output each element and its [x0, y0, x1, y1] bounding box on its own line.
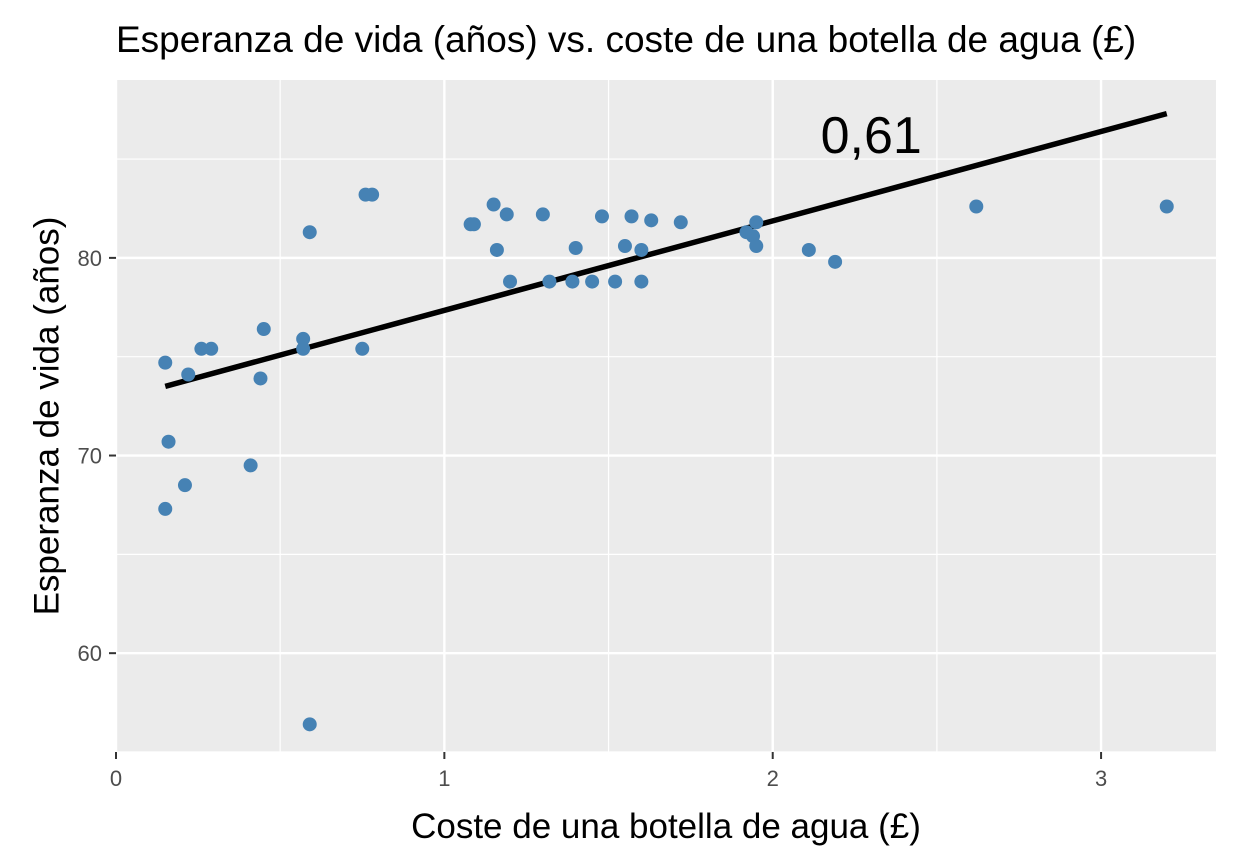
x-tick-label: 1: [438, 766, 450, 791]
data-point: [302, 717, 317, 732]
data-point: [158, 355, 173, 370]
data-point: [466, 217, 481, 232]
data-point: [644, 213, 659, 228]
data-point: [542, 274, 557, 289]
data-point: [568, 241, 583, 255]
y-axis-ticks: 60 70 80: [78, 246, 116, 666]
correlation-annotation: 0,61: [821, 107, 922, 165]
data-point: [749, 215, 764, 230]
data-point: [194, 341, 209, 356]
x-tick-label: 3: [1095, 766, 1107, 791]
data-point: [969, 199, 984, 214]
data-point: [503, 274, 518, 289]
data-point: [594, 209, 609, 224]
data-point: [489, 242, 504, 257]
data-point: [486, 197, 501, 212]
data-point: [296, 341, 311, 356]
chart-title: Esperanza de vida (años) vs. coste de un…: [116, 19, 1136, 60]
data-point: [243, 458, 258, 473]
trend-line: [164, 110, 1168, 390]
data-points: [158, 187, 1174, 732]
data-point: [634, 242, 649, 257]
data-point: [158, 501, 173, 516]
data-point: [617, 239, 632, 254]
data-point: [355, 341, 370, 356]
data-point: [499, 207, 514, 222]
grid-major: [114, 80, 1216, 752]
x-tick-label: 0: [110, 766, 122, 791]
data-point: [302, 225, 317, 240]
x-axis-label: Coste de una botella de agua (£): [411, 807, 921, 846]
data-point: [828, 254, 843, 269]
y-tick-label: 80: [78, 246, 102, 271]
data-point: [296, 331, 311, 346]
data-point: [204, 341, 219, 356]
data-point: [585, 274, 600, 289]
data-point: [181, 367, 196, 382]
data-point: [634, 274, 649, 289]
data-point: [253, 371, 268, 386]
plot-panel: [116, 80, 1216, 752]
data-point: [565, 274, 580, 289]
data-point: [1159, 199, 1174, 214]
y-tick-label: 60: [78, 641, 102, 666]
data-point: [256, 322, 271, 337]
data-point: [749, 239, 764, 254]
data-point: [801, 242, 816, 257]
data-point: [624, 209, 639, 224]
data-point: [608, 274, 623, 289]
data-point: [161, 434, 176, 449]
x-axis-ticks: 0 1 2 3: [110, 752, 1107, 791]
x-tick-label: 2: [767, 766, 779, 791]
data-point: [673, 215, 688, 230]
data-point: [177, 478, 192, 493]
data-point: [365, 187, 380, 202]
y-axis-label: Esperanza de vida (años): [27, 217, 66, 616]
grid-minor: [116, 80, 1216, 753]
y-tick-label: 70: [78, 444, 102, 469]
data-point: [535, 207, 550, 222]
